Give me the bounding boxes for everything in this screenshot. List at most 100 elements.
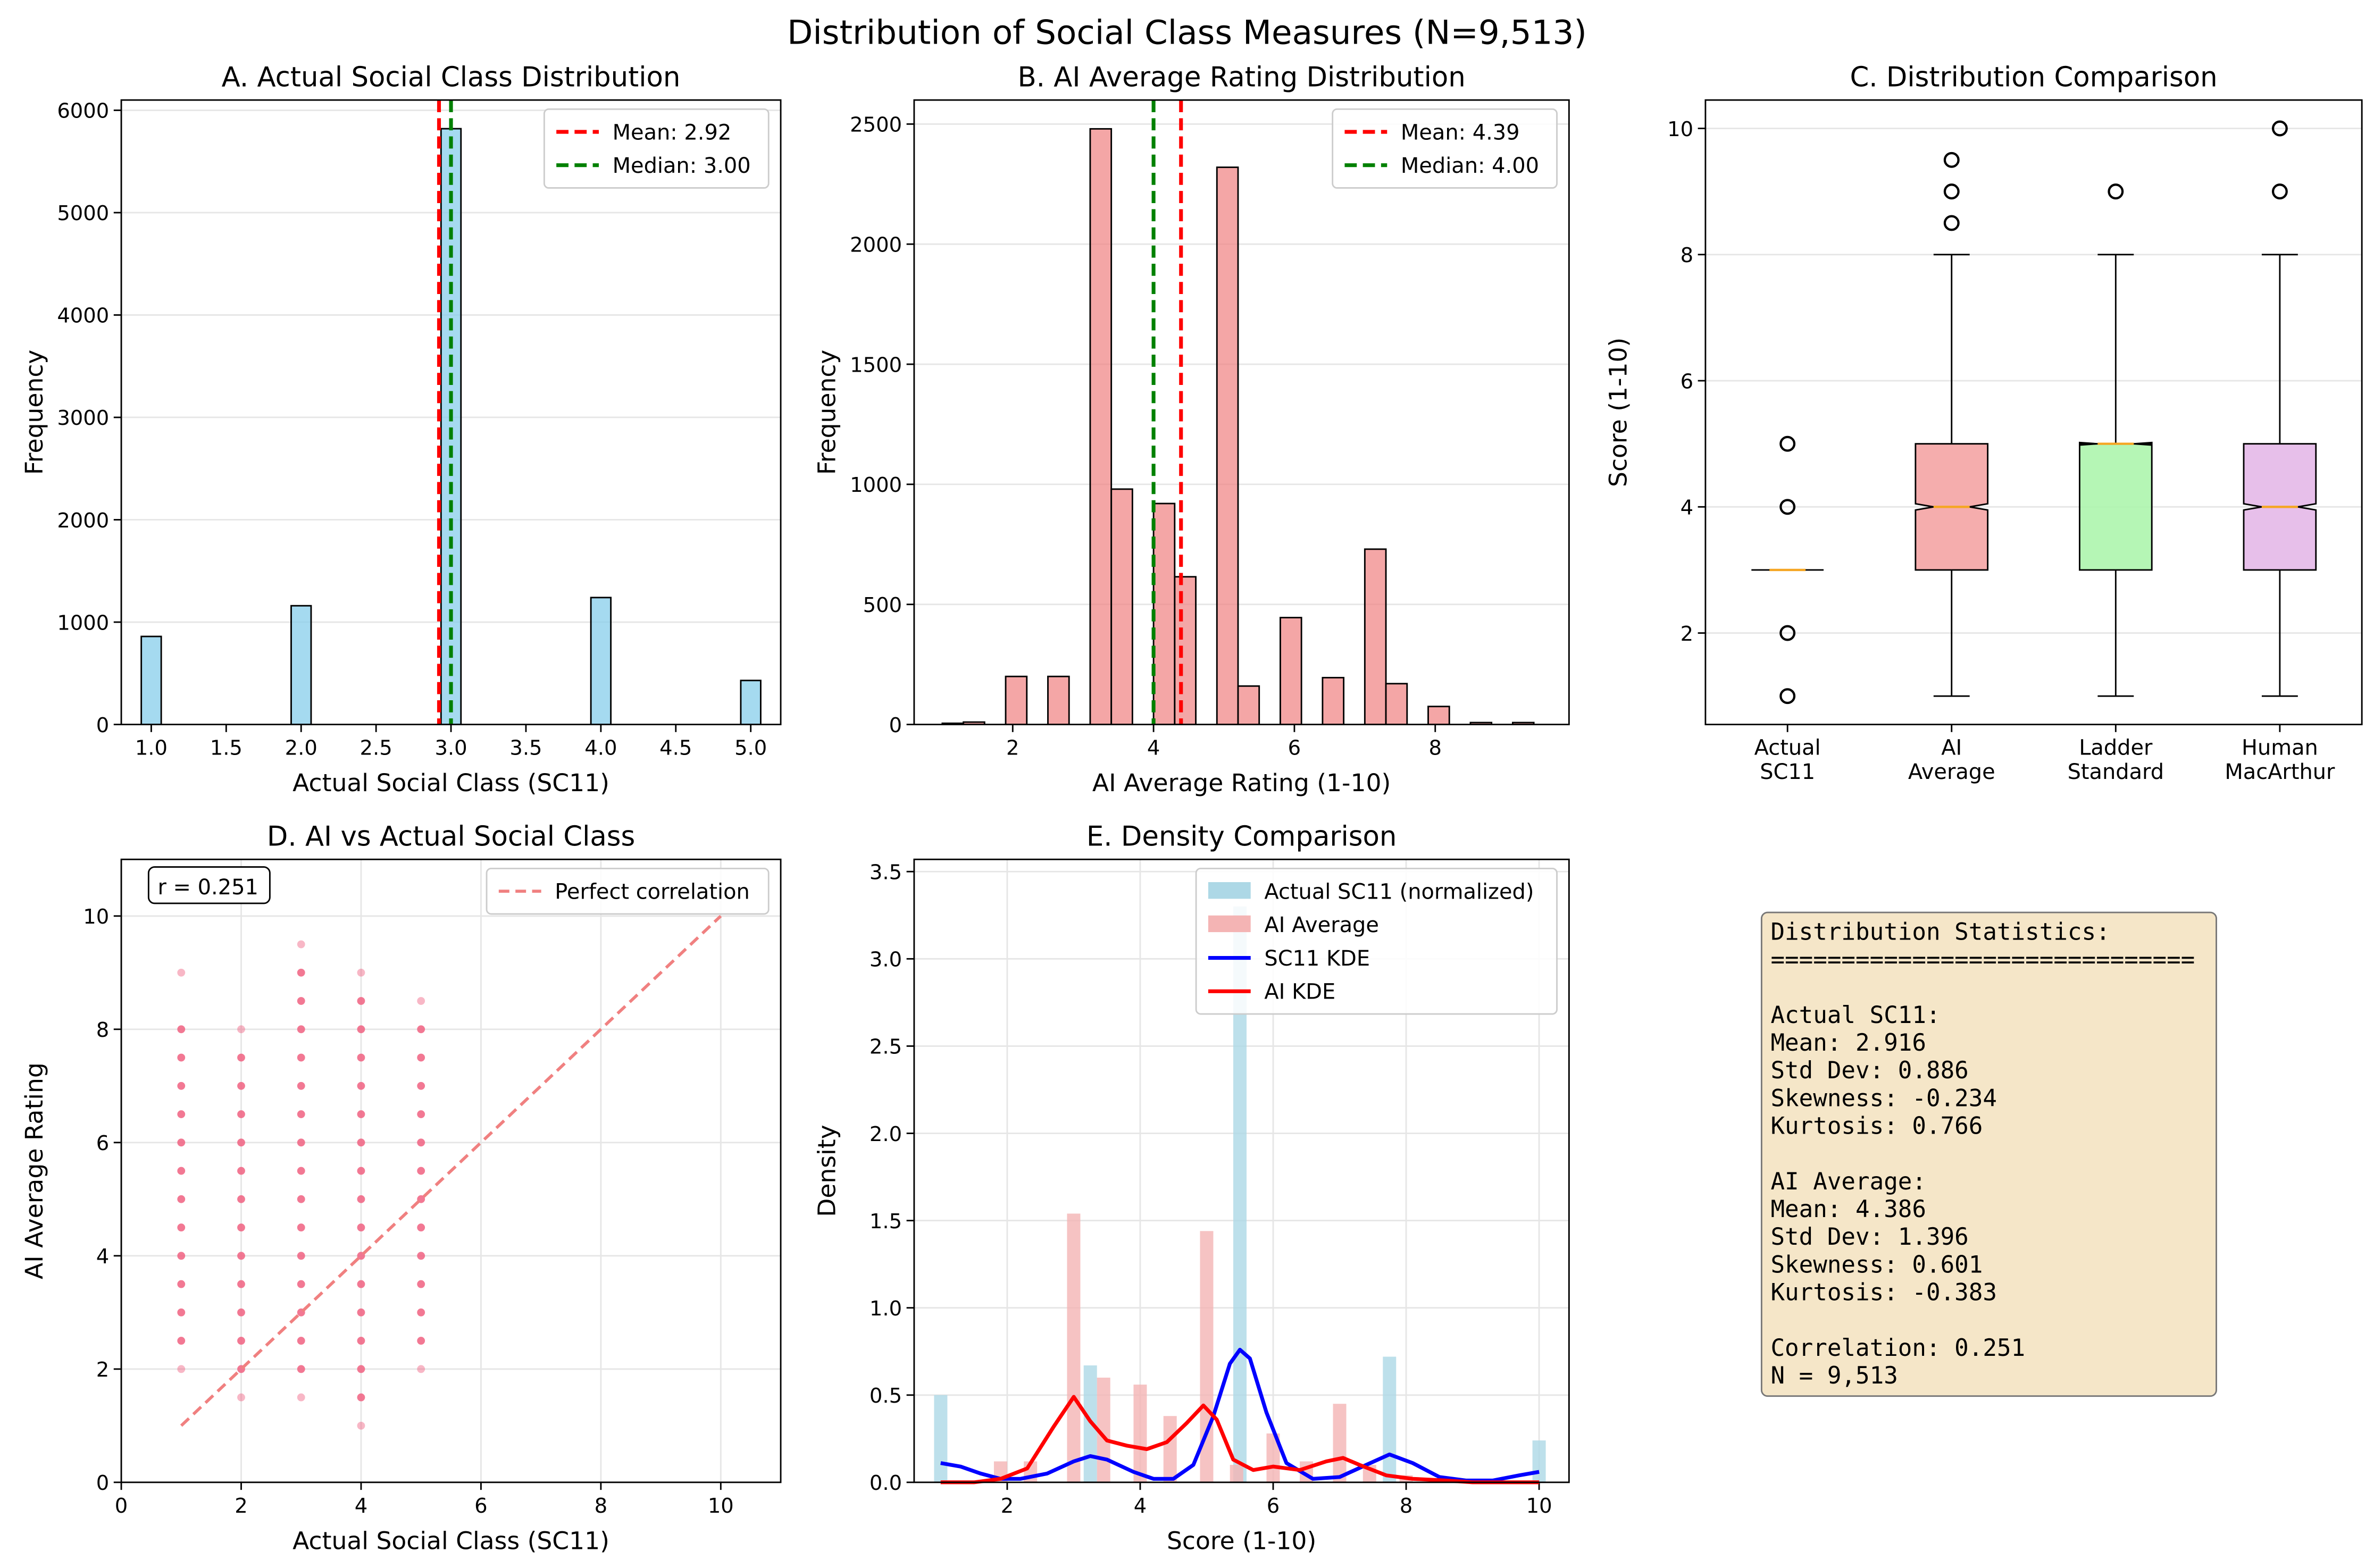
x-tick-label-A: 4.5 [659,736,692,760]
y-axis-label-D: AI Average Rating [20,1062,48,1279]
x-tick-label-D: 10 [708,1494,734,1518]
scatter-point-D [297,1252,305,1260]
y-tick-label-A: 3000 [57,406,109,430]
histogram-bar-E [934,1395,948,1482]
panel-title-C: C. Distribution Comparison [1850,61,2217,93]
scatter-point-D [297,1025,305,1034]
scatter-point-D [297,1337,305,1345]
histogram-bar-B [1385,683,1408,725]
scatter-point-D [177,1053,186,1062]
scatter-point-D [357,1421,365,1430]
x-axis-label-D: Actual Social Class (SC11) [292,1527,609,1555]
x-tick-label-C: SC11 [1760,760,1815,784]
x-tick-label-C: Actual [1754,736,1821,760]
outlier-point-C [2108,183,2124,200]
y-tick-label-E: 3.5 [870,860,902,884]
y-tick-label-D: 4 [96,1245,109,1269]
axes-frame-D [120,858,782,1483]
scatter-point-D [357,1138,365,1147]
y-tick-label-E: 2.5 [870,1035,902,1059]
figure-title: Distribution of Social Class Measures (N… [787,13,1587,52]
histogram-bar-B [1322,677,1345,725]
scatter-point-D [357,1195,365,1203]
x-tick-label-D: 8 [595,1494,607,1518]
scatter-point-D [297,1167,305,1175]
outlier-point-C [1943,152,1960,168]
y-tick-label-A: 2000 [57,509,109,533]
scatter-point-D [177,1365,186,1373]
histogram-bar-B [1364,548,1387,725]
outlier-point-C [1779,499,1796,515]
x-tick-label-E: 4 [1134,1494,1147,1518]
x-tick-label-A: 1.0 [135,736,168,760]
scatter-point-D [357,968,365,977]
histogram-bar-B [1152,502,1176,725]
scatter-point-D [297,1280,305,1288]
stats-line: Correlation: 0.251 [1770,1335,2025,1362]
x-tick-label-D: 0 [115,1494,128,1518]
x-tick-label-B: 8 [1429,736,1442,760]
annotation-box-D [147,866,271,904]
scatter-point-D [297,1110,305,1118]
scatter-point-D [297,1365,305,1373]
x-axis-label-A: Actual Social Class (SC11) [292,769,609,797]
legend-swatch-E [1208,882,1251,899]
y-tick-label-E: 3.0 [870,948,902,972]
x-tick-label-D: 4 [355,1494,367,1518]
x-axis-label-E: Score (1-10) [1167,1527,1316,1555]
scatter-point-D [177,1025,186,1034]
scatter-point-D [417,1138,425,1147]
y-tick-label-C: 2 [1681,622,1693,646]
stats-line: Distribution Statistics: [1770,918,2110,945]
panel-title-B: B. AI Average Rating Distribution [1017,61,1465,93]
histogram-bar-A [290,605,312,725]
histogram-bar-B [1280,617,1302,725]
scatter-point-D [237,1393,245,1402]
legend-box-D [486,867,770,915]
scatter-point-D [177,1167,186,1175]
x-tick-label-A: 1.5 [210,736,243,760]
histogram-bar-B [1216,166,1239,725]
y-tick-label-A: 0 [96,714,109,737]
legend-box-E [1195,867,1558,1015]
legend-swatch-E [1208,915,1251,933]
histogram-bar-B [1174,576,1197,725]
x-tick-label-E: 10 [1526,1494,1552,1518]
y-tick-label-E: 0.5 [870,1384,902,1408]
scatter-point-D [417,1167,425,1175]
histogram-bar-A [740,680,762,725]
scatter-point-D [177,1223,186,1231]
x-tick-label-A: 4.0 [584,736,617,760]
scatter-point-D [357,1308,365,1317]
x-tick-label-D: 2 [235,1494,247,1518]
legend-label-A: Median: 3.00 [613,154,751,178]
scatter-point-D [237,1167,245,1175]
y-tick-label-E: 1.5 [870,1210,902,1234]
legend-label-E: Actual SC11 (normalized) [1264,879,1534,904]
scatter-point-D [297,1138,305,1147]
stats-line: Std Dev: 0.886 [1770,1057,1968,1084]
scatter-point-D [417,1081,425,1090]
stats-box [1760,911,2217,1397]
histogram-bar-A [590,597,612,725]
histogram-bar-B [1237,685,1260,725]
scatter-point-D [237,1110,245,1118]
y-axis-label-C: Score (1-10) [1604,338,1633,487]
x-tick-label-A: 5.0 [734,736,767,760]
x-tick-label-C: Human [2242,736,2318,760]
scatter-point-D [297,1053,305,1062]
outlier-point-C [1943,215,1960,231]
scatter-point-D [357,1337,365,1345]
scatter-point-D [177,1081,186,1090]
y-tick-label-C: 10 [1667,118,1693,141]
scatter-point-D [417,1252,425,1260]
scatter-point-D [177,1252,186,1260]
kde-line-E [940,1347,1540,1482]
y-tick-label-D: 10 [83,905,109,929]
y-tick-label-B: 500 [863,593,902,617]
outlier-point-C [1779,625,1796,641]
y-tick-label-B: 0 [889,714,902,737]
y-tick-label-B: 2000 [850,233,902,257]
